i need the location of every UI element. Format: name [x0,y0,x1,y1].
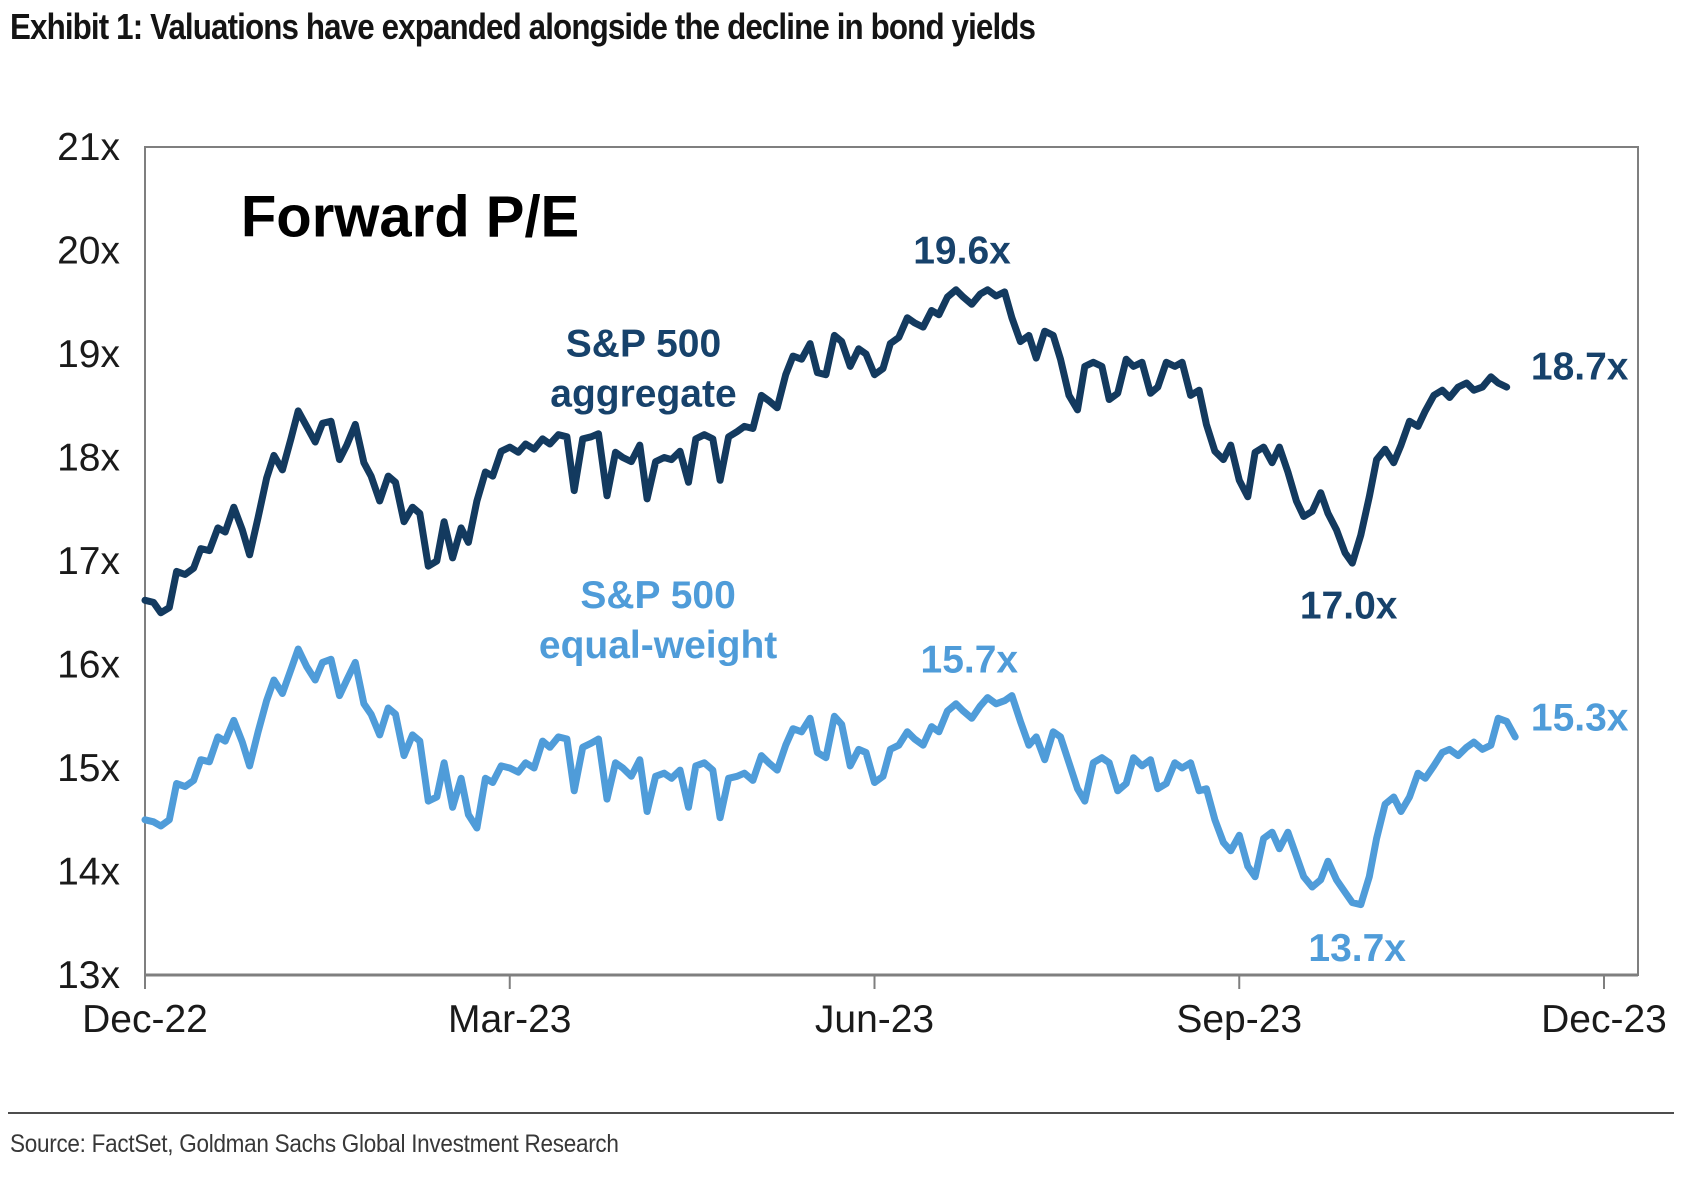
y-tick-label: 17x [57,540,120,583]
x-tick-label: Dec-23 [1541,998,1667,1041]
x-tick-label: Jun-23 [815,998,934,1041]
annotation-19.6x: 19.6x [913,230,1011,273]
x-tick-label: Sep-23 [1176,998,1302,1041]
chart-inner-title: Forward P/E [241,184,579,249]
y-tick-label: 20x [57,230,120,273]
series-label-aggregate: aggregate [550,373,736,416]
series-line-sp500-equal-weight [141,645,1519,909]
y-tick-label: 13x [57,954,120,997]
series-label-aggregate: S&P 500 [566,323,721,366]
annotation-17.0x: 17.0x [1300,585,1398,628]
annotation-15.7x: 15.7x [921,638,1019,681]
annotation-15.3x: 15.3x [1531,696,1629,739]
y-tick-label: 14x [57,851,120,894]
annotation-18.7x: 18.7x [1531,345,1629,388]
y-tick-label: 16x [57,644,120,687]
footer-divider-line [8,1112,1674,1114]
x-tick-label: Dec-22 [82,998,208,1041]
exhibit-title: Exhibit 1: Valuations have expanded alon… [10,6,1036,47]
source-note: Source: FactSet, Goldman Sachs Global In… [10,1130,619,1158]
y-tick-label: 15x [57,747,120,790]
plot-border [144,146,1639,976]
forward-pe-chart: Dec-22 Mar-23 Jun-23 Sep-23 Dec-23 21x 20x 19x 1… [57,126,1667,1041]
series-line-sp500-aggregate [141,286,1511,617]
annotation-13.7x: 13.7x [1308,927,1406,970]
series-label-equal-weight: S&P 500 [580,574,735,617]
series-label-equal-weight: equal-weight [539,624,777,667]
y-tick-label: 18x [57,437,120,480]
y-tick-label: 21x [57,126,120,169]
chart-root: Dec-22 Mar-23 Jun-23 Sep-23 Dec-23 21x 20x 19x 1… [57,126,1667,1041]
x-tick-label: Mar-23 [448,998,572,1041]
y-tick-label: 19x [57,333,120,376]
